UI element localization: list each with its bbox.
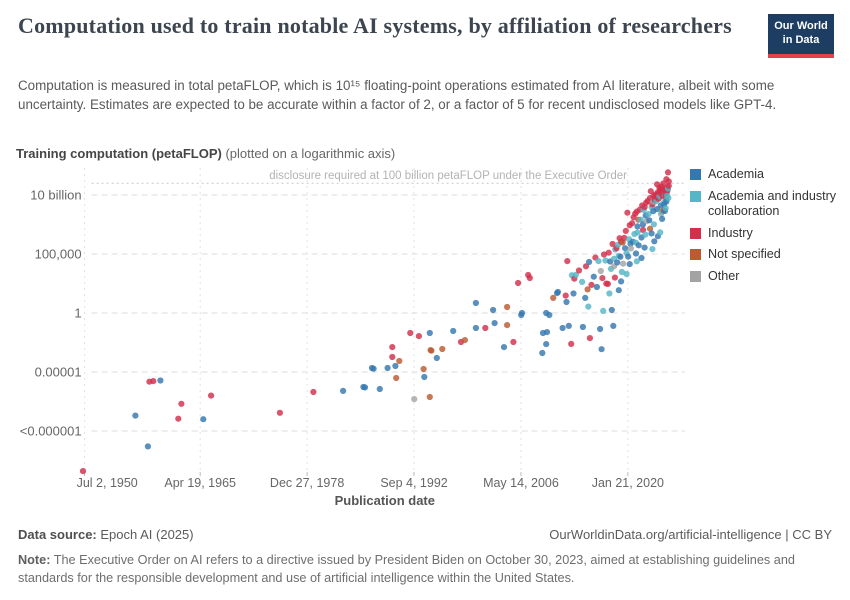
data-source: Data source: Epoch AI (2025)	[18, 527, 194, 542]
svg-text:Dec 27, 1978: Dec 27, 1978	[270, 476, 344, 490]
chart-subtitle: Computation is measured in total petaFLO…	[18, 78, 777, 113]
footer-note-value: The Executive Order on AI refers to a di…	[18, 553, 795, 586]
svg-text:Apr 19, 1965: Apr 19, 1965	[164, 476, 236, 490]
svg-text:0.00001: 0.00001	[35, 365, 82, 380]
legend-item-other[interactable]: Other	[690, 269, 848, 284]
page-title: Computation used to train notable AI sys…	[18, 13, 732, 38]
legend: Academia Academia and industry collabora…	[690, 167, 848, 291]
legend-swatch-other	[690, 271, 701, 283]
legend-swatch-academia-industry-collaboration	[690, 190, 701, 202]
y-axis-unit-note: (plotted on a logarithmic axis)	[221, 146, 396, 161]
svg-text:<0.000001: <0.000001	[20, 424, 82, 439]
legend-label-academia: Academia	[708, 167, 765, 181]
svg-text:1: 1	[74, 306, 81, 321]
legend-item-industry[interactable]: Industry	[690, 226, 848, 241]
owid-link[interactable]: OurWorldinData.org/artificial-intelligen…	[549, 527, 832, 542]
data-source-label: Data source:	[18, 527, 97, 542]
legend-label-other: Other	[708, 269, 740, 284]
data-source-value: Epoch AI (2025)	[96, 527, 194, 542]
footer-note: Note: The Executive Order on AI refers t…	[18, 551, 832, 587]
svg-text:Publication date: Publication date	[335, 493, 435, 508]
legend-swatch-not-specified	[690, 249, 701, 261]
legend-label-industry: Industry	[708, 225, 753, 240]
footer: Data source: Epoch AI (2025) OurWorldinD…	[18, 527, 832, 587]
svg-text:May 14, 2006: May 14, 2006	[483, 476, 559, 490]
svg-text:disclosure required at 100 bil: disclosure required at 100 billion petaF…	[269, 170, 627, 182]
owid-logo[interactable]: Our World in Data	[768, 14, 834, 58]
svg-text:10 billion: 10 billion	[30, 188, 81, 203]
owid-logo-line2: in Data	[782, 34, 820, 46]
legend-swatch-academia	[690, 169, 701, 180]
legend-label-not-specified: Not specified	[708, 247, 781, 262]
svg-text:100,000: 100,000	[35, 247, 82, 262]
y-axis-unit-label: Training computation (petaFLOP) (plotted…	[16, 146, 395, 161]
svg-text:Jan 21, 2020: Jan 21, 2020	[592, 476, 664, 490]
legend-item-not-specified[interactable]: Not specified	[690, 247, 848, 262]
legend-label-academia-industry-collaboration: Academia and industry collaboration	[708, 188, 837, 218]
legend-item-academia[interactable]: Academia	[690, 167, 848, 182]
y-axis-unit-bold: Training computation (petaFLOP)	[16, 146, 222, 161]
svg-text:Sep 4, 1992: Sep 4, 1992	[380, 476, 447, 490]
footer-note-label: Note:	[18, 553, 51, 567]
legend-swatch-industry	[690, 227, 701, 239]
owid-logo-line1: Our World	[774, 20, 828, 33]
legend-item-academia-industry-collaboration[interactable]: Academia and industry collaboration	[690, 189, 848, 219]
svg-text:Jul 2, 1950: Jul 2, 1950	[77, 476, 138, 490]
